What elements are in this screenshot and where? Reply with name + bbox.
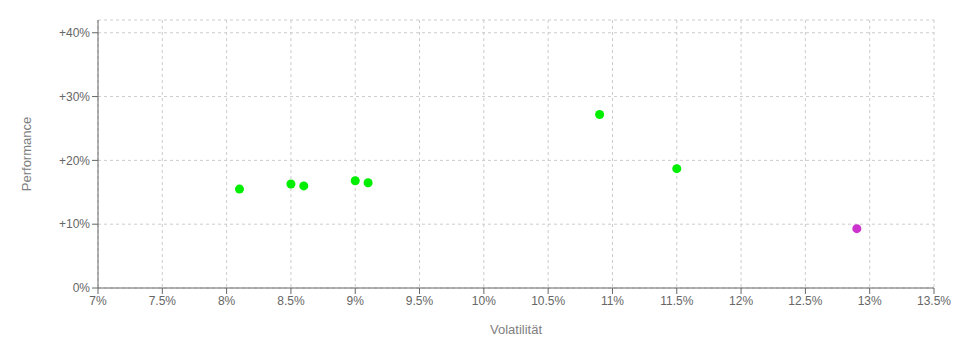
svg-text:11.5%: 11.5% [660,294,693,308]
svg-text:8%: 8% [218,294,236,308]
svg-text:7%: 7% [89,294,107,308]
svg-text:12.5%: 12.5% [788,294,822,308]
svg-text:13.5%: 13.5% [917,294,951,308]
svg-text:13%: 13% [858,294,882,308]
svg-text:Volatilität: Volatilität [490,322,542,337]
svg-text:+40%: +40% [59,26,90,40]
svg-text:12%: 12% [729,294,753,308]
svg-text:+30%: +30% [59,90,90,104]
svg-text:10%: 10% [472,294,496,308]
svg-text:0%: 0% [73,281,91,295]
svg-text:9%: 9% [347,294,365,308]
svg-text:+20%: +20% [59,154,90,168]
svg-text:11%: 11% [601,294,624,308]
svg-text:9.5%: 9.5% [406,294,434,308]
svg-text:7.5%: 7.5% [149,294,177,308]
svg-text:+10%: +10% [59,217,90,231]
svg-text:8.5%: 8.5% [277,294,305,308]
svg-text:10.5%: 10.5% [531,294,565,308]
svg-text:Performance: Performance [19,117,34,191]
